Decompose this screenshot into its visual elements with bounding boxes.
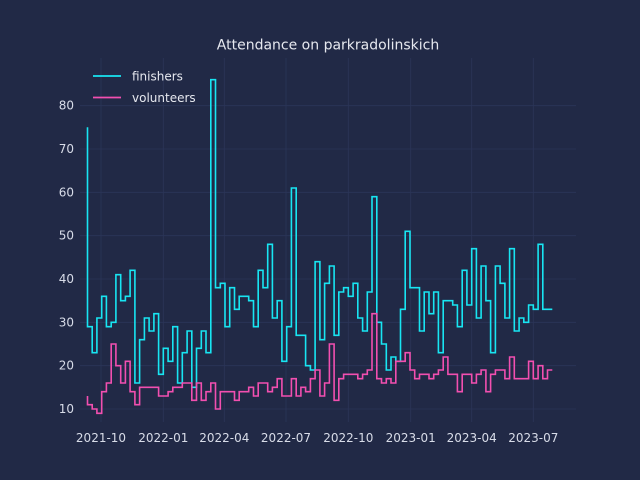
x-tick-label: 2023-07 [508,431,558,445]
x-axis: 2021-10 2022-01 2022-04 2022-07 2022-10 2023-… [76,431,558,445]
y-tick-label: 10 [59,402,74,416]
x-tick-label: 2023-01 [386,431,436,445]
legend-label-finishers: finishers [132,70,183,84]
y-axis: 10 20 30 40 50 60 70 80 [59,99,74,416]
x-tick-label: 2021-10 [76,431,126,445]
x-tick-label: 2022-04 [199,431,249,445]
y-tick-label: 40 [59,272,74,286]
legend-label-volunteers: volunteers [132,91,196,105]
legend: finishers volunteers [93,70,196,105]
x-tick-label: 2022-01 [138,431,188,445]
series-line-volunteers [86,312,553,415]
y-tick-label: 20 [59,359,74,373]
y-tick-label: 60 [59,185,74,199]
plot-area [86,78,553,415]
chart-title: Attendance on parkradolinskich [217,38,439,54]
x-tick-label: 2022-07 [261,431,311,445]
series-line-finishers [86,78,553,389]
y-tick-label: 70 [59,142,74,156]
y-tick-label: 50 [59,229,74,243]
x-tick-label: 2022-10 [323,431,373,445]
y-tick-label: 30 [59,315,74,329]
x-tick-label: 2023-04 [447,431,497,445]
y-tick-label: 80 [59,99,74,113]
